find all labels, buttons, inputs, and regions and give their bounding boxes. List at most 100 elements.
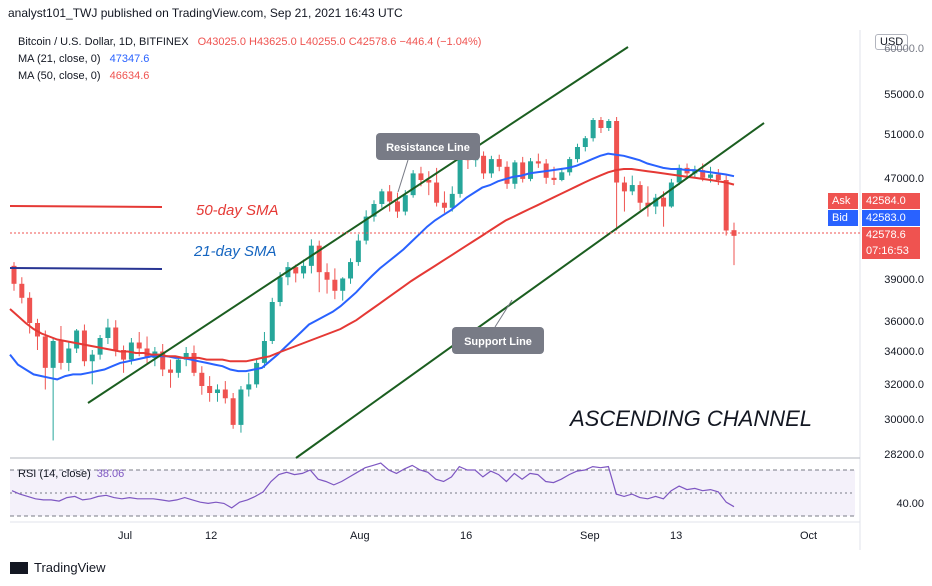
support-channel-line[interactable] bbox=[295, 122, 765, 459]
candle-body bbox=[301, 265, 307, 274]
candle-body bbox=[637, 185, 643, 203]
ask-tag-label: Ask bbox=[828, 193, 858, 209]
price-axis-label: 30000.0 bbox=[884, 414, 924, 426]
candle-body bbox=[113, 327, 119, 350]
legend-ma21-value: 47347.6 bbox=[109, 53, 150, 65]
candle-body bbox=[89, 354, 95, 362]
tradingview-brand[interactable]: TradingView bbox=[10, 560, 106, 575]
legend-ohlc: O43025.0 H43625.0 L40255.0 C42578.6 −446… bbox=[197, 36, 482, 48]
candle-body bbox=[58, 341, 64, 363]
price-axis-label: 39000.0 bbox=[884, 274, 924, 286]
sma50-legend-line bbox=[9, 205, 163, 208]
tradingview-logo-icon bbox=[10, 561, 28, 574]
candle-body bbox=[582, 138, 588, 147]
legend-symbol: Bitcoin / U.S. Dollar, 1D, BITFINEX bbox=[18, 36, 189, 48]
currency-button[interactable]: USD bbox=[875, 34, 909, 50]
price-axis-label: 36000.0 bbox=[884, 316, 924, 328]
time-axis-tick: Oct bbox=[800, 530, 818, 542]
bid-tag-label: Bid bbox=[828, 210, 858, 226]
price-axis-label: 28200.0 bbox=[884, 449, 924, 461]
time-axis-tick: Sep bbox=[580, 530, 600, 542]
candle-body bbox=[387, 191, 393, 202]
candle-body bbox=[214, 389, 220, 393]
candle-body bbox=[402, 195, 408, 212]
candle-body bbox=[559, 172, 565, 180]
candle-body bbox=[81, 330, 87, 362]
candle-body bbox=[371, 203, 377, 217]
resistance-callout: Resistance Line bbox=[376, 133, 480, 193]
rsi-axis-label: 40.00 bbox=[896, 498, 924, 510]
candle-body bbox=[426, 180, 432, 183]
candle-body bbox=[598, 120, 604, 128]
time-axis-tick: Aug bbox=[350, 530, 370, 542]
candle-body bbox=[535, 161, 541, 164]
pattern-annotation: ASCENDING CHANNEL bbox=[568, 406, 812, 431]
candle-body bbox=[355, 240, 361, 263]
candle-body bbox=[661, 197, 667, 207]
sma21-legend-line bbox=[9, 267, 163, 270]
sma50-annotation: 50-day SMA bbox=[196, 202, 279, 219]
candle-body bbox=[42, 336, 48, 368]
candle-body bbox=[723, 180, 729, 231]
rsi-label: RSI (14, close) 38.06 bbox=[18, 468, 124, 480]
legend-ma50-row: MA (50, close, 0) 46634.6 bbox=[18, 70, 149, 82]
candle-body bbox=[27, 297, 33, 323]
candle-body bbox=[379, 191, 385, 204]
candle-body bbox=[504, 166, 510, 184]
candle-body bbox=[488, 159, 494, 174]
price-axis-label: 51000.0 bbox=[884, 129, 924, 141]
candle-body bbox=[261, 341, 267, 363]
last-price-tag: 42578.6 bbox=[862, 227, 920, 243]
price-axis-label: 55000.0 bbox=[884, 89, 924, 101]
support-callout: Support Line bbox=[452, 299, 544, 354]
candle-body bbox=[222, 389, 228, 399]
publisher-line: analyst101_TWJ published on TradingView.… bbox=[8, 6, 403, 20]
candle-body bbox=[715, 174, 721, 180]
candle-body bbox=[520, 162, 526, 179]
candle-body bbox=[394, 201, 400, 212]
candle-body bbox=[512, 162, 518, 184]
sma21-annotation: 21-day SMA bbox=[193, 243, 277, 260]
candle-body bbox=[121, 350, 127, 360]
legend-ma50-label: MA (50, close, 0) bbox=[18, 70, 101, 82]
candle-body bbox=[246, 384, 252, 390]
candle-body bbox=[230, 398, 236, 425]
resistance-channel-line[interactable] bbox=[87, 46, 629, 404]
candle-body bbox=[590, 120, 596, 139]
candle-body bbox=[316, 245, 322, 273]
time-axis-tick: 13 bbox=[670, 530, 683, 542]
price-label-top: 60000.0 bbox=[884, 43, 924, 55]
candle-body bbox=[340, 278, 346, 291]
candle-body bbox=[97, 338, 103, 355]
candle-body bbox=[434, 182, 440, 203]
candle-body bbox=[136, 342, 142, 349]
rsi-line bbox=[11, 462, 735, 509]
brand-name: TradingView bbox=[34, 560, 106, 575]
legend-ma21-label: MA (21, close, 0) bbox=[18, 53, 101, 65]
candle-body bbox=[238, 389, 244, 425]
candle-body bbox=[277, 277, 283, 302]
candle-body bbox=[324, 272, 330, 280]
candle-body bbox=[34, 323, 40, 337]
price-axis-label: 47000.0 bbox=[884, 173, 924, 185]
candle-body bbox=[614, 121, 620, 183]
candle-body bbox=[708, 174, 714, 178]
candle-body bbox=[551, 177, 557, 180]
candle-body bbox=[105, 327, 111, 338]
legend-symbol-row: Bitcoin / U.S. Dollar, 1D, BITFINEX O430… bbox=[18, 36, 481, 48]
legend-ma50-value: 46634.6 bbox=[109, 70, 150, 82]
candle-body bbox=[183, 353, 189, 360]
candle-body bbox=[199, 372, 205, 386]
price-axis-label: 34000.0 bbox=[884, 346, 924, 358]
candle-body bbox=[332, 279, 338, 291]
ma21-line bbox=[9, 152, 735, 381]
candle-body bbox=[621, 182, 627, 192]
candle-body bbox=[574, 147, 580, 160]
ask-tag-value: 42584.0 bbox=[862, 193, 920, 209]
legend-ma21-row: MA (21, close, 0) 47347.6 bbox=[18, 53, 149, 65]
candle-body bbox=[457, 156, 463, 194]
candle-body bbox=[418, 173, 424, 180]
candle-body bbox=[441, 202, 447, 208]
candle-body bbox=[629, 185, 635, 192]
